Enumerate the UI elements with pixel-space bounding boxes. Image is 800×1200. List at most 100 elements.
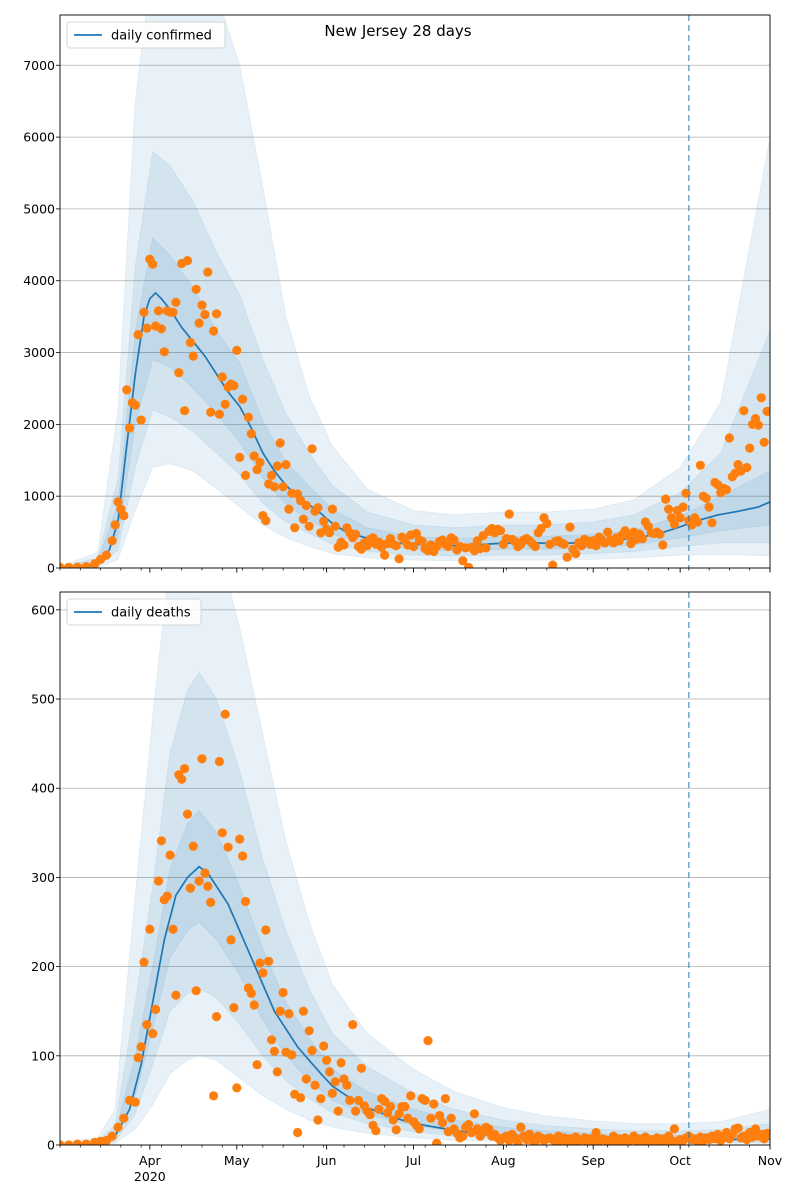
observed-point xyxy=(249,451,259,461)
observed-point xyxy=(223,842,233,852)
observed-point xyxy=(191,986,201,996)
y-tick-label: 600 xyxy=(31,602,55,617)
observed-point xyxy=(171,297,181,307)
observed-point xyxy=(449,535,459,545)
observed-point xyxy=(446,1113,456,1123)
observed-point xyxy=(542,518,552,529)
observed-point xyxy=(177,774,187,784)
observed-point xyxy=(458,1131,468,1141)
observed-point xyxy=(423,1036,433,1046)
y-tick-label: 0 xyxy=(47,561,55,576)
observed-point xyxy=(513,1138,523,1145)
x-tick-label: Sep xyxy=(581,1153,605,1168)
observed-point xyxy=(145,924,155,934)
observed-point xyxy=(304,1026,314,1036)
legend: daily confirmed xyxy=(66,21,226,49)
axes-frame xyxy=(59,14,771,569)
observed-point xyxy=(232,345,242,355)
middle-band xyxy=(60,150,770,568)
observed-point xyxy=(185,883,195,893)
outer-band xyxy=(60,15,770,568)
observed-point xyxy=(284,504,294,514)
observed-point xyxy=(278,482,288,492)
x-tick-label: Nov xyxy=(758,1153,783,1168)
observed-point xyxy=(252,1060,262,1070)
observed-point xyxy=(319,516,329,526)
observed-point xyxy=(64,562,74,568)
observed-point xyxy=(113,1122,123,1132)
observed-point xyxy=(188,841,198,851)
observed-point xyxy=(130,1097,140,1107)
observed-point xyxy=(226,935,236,945)
observed-point xyxy=(232,1083,242,1093)
observed-point xyxy=(217,828,227,838)
observed-point xyxy=(330,521,340,531)
observed-point xyxy=(380,550,390,560)
observed-point xyxy=(261,516,271,526)
observed-point xyxy=(214,756,224,767)
observed-point xyxy=(351,529,361,539)
observed-point xyxy=(153,306,164,316)
observed-point xyxy=(548,560,558,568)
observed-point xyxy=(565,522,575,532)
observed-point xyxy=(307,1045,317,1056)
observed-point xyxy=(275,438,285,448)
observed-point xyxy=(107,1131,117,1141)
observed-point xyxy=(142,1020,152,1030)
legend-box xyxy=(66,21,226,49)
observed-point xyxy=(81,562,91,568)
observed-point xyxy=(319,1041,329,1051)
observed-point xyxy=(406,1091,416,1101)
observed-point xyxy=(591,1127,601,1138)
observed-point xyxy=(374,1104,384,1114)
observed-point xyxy=(417,536,427,547)
observed-point xyxy=(246,429,256,439)
observed-point xyxy=(464,1119,474,1130)
observed-point xyxy=(267,470,277,480)
observed-point xyxy=(762,406,770,416)
x-tick-label: Aug xyxy=(491,1153,515,1168)
observed-point xyxy=(60,562,65,568)
observed-point xyxy=(194,876,204,886)
observed-point xyxy=(287,1050,297,1060)
y-tick-label: 1000 xyxy=(23,489,55,504)
observed-point xyxy=(180,406,190,416)
observed-point xyxy=(113,497,123,507)
y-tick-label: 6000 xyxy=(23,130,55,145)
observed-point xyxy=(119,510,129,521)
observed-point xyxy=(675,513,685,523)
observed-point xyxy=(174,368,184,378)
plot-area xyxy=(60,592,770,1145)
observed-point xyxy=(394,554,404,564)
observed-points xyxy=(60,709,770,1145)
observed-point xyxy=(365,1110,375,1120)
observed-point xyxy=(391,541,401,551)
x-tick-label: Oct xyxy=(669,1153,691,1168)
legend: daily deaths xyxy=(66,598,202,626)
observed-point xyxy=(603,527,613,537)
legend-label: daily confirmed xyxy=(111,29,212,44)
observed-point xyxy=(721,485,732,495)
observed-point xyxy=(327,504,337,514)
observed-point xyxy=(203,267,213,277)
legend-box xyxy=(66,598,202,626)
observed-point xyxy=(153,876,164,886)
observed-point xyxy=(136,1042,146,1052)
observed-point xyxy=(301,1074,311,1084)
y-tick-label: 7000 xyxy=(23,58,55,73)
observed-points xyxy=(60,254,770,568)
observed-point xyxy=(220,399,230,409)
y-tick-label: 2000 xyxy=(23,417,55,432)
observed-point xyxy=(182,809,193,819)
observed-point xyxy=(133,1053,143,1063)
legend-label: daily deaths xyxy=(111,606,191,621)
figure-title: New Jersey 28 days xyxy=(324,22,471,40)
observed-point xyxy=(437,1118,448,1128)
observed-point xyxy=(252,465,262,475)
observed-point xyxy=(484,1124,494,1134)
observed-point xyxy=(272,1067,282,1077)
observed-point xyxy=(733,1123,743,1133)
observed-point xyxy=(249,1000,259,1010)
observed-point xyxy=(591,541,601,551)
x-year-label: 2020 xyxy=(134,1169,166,1184)
